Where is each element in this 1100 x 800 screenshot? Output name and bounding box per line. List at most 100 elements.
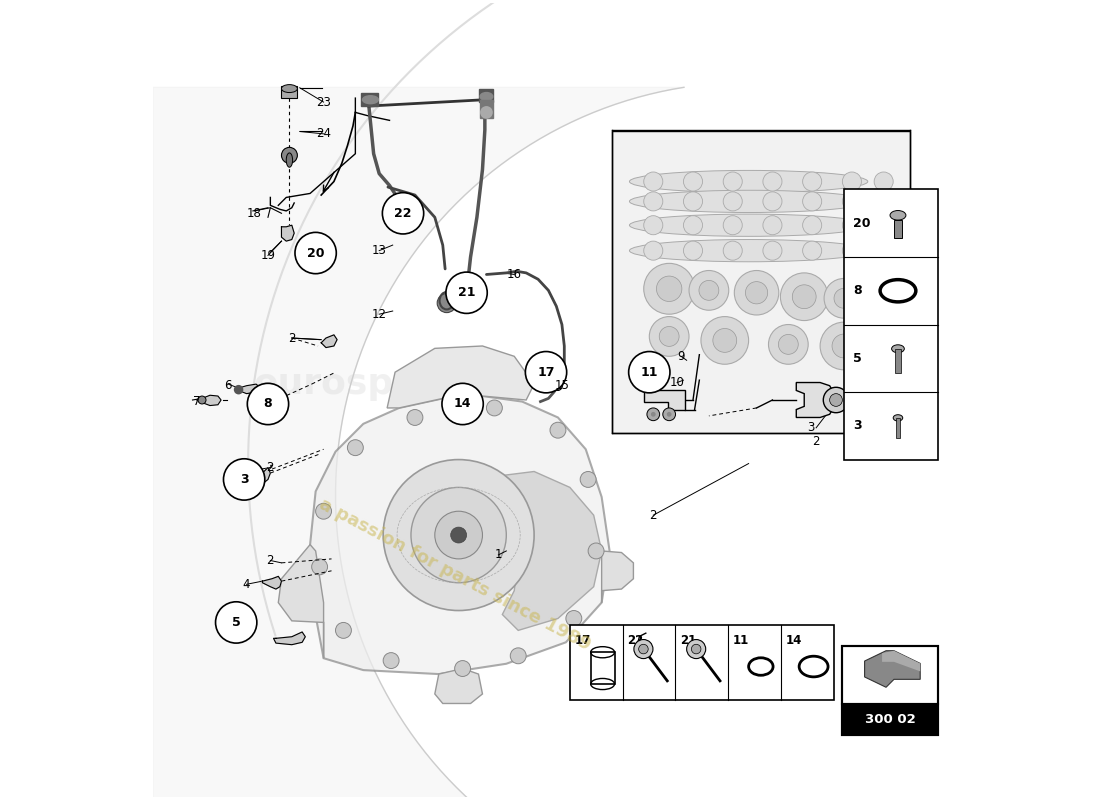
Circle shape: [437, 294, 456, 313]
Ellipse shape: [893, 414, 903, 421]
Text: 1: 1: [495, 549, 502, 562]
Circle shape: [336, 622, 351, 638]
Polygon shape: [310, 396, 609, 674]
Circle shape: [451, 527, 466, 543]
Circle shape: [874, 241, 893, 260]
Bar: [894, 220, 902, 238]
Circle shape: [407, 410, 422, 426]
Text: 300 02: 300 02: [865, 713, 915, 726]
Circle shape: [843, 241, 861, 260]
Bar: [843, 646, 937, 735]
Circle shape: [874, 192, 893, 211]
Circle shape: [692, 644, 701, 654]
Circle shape: [683, 216, 703, 234]
Circle shape: [780, 273, 828, 321]
Ellipse shape: [629, 214, 868, 236]
Ellipse shape: [198, 396, 206, 404]
Circle shape: [763, 216, 782, 234]
Circle shape: [890, 334, 910, 354]
Text: 8: 8: [854, 284, 862, 298]
Text: 3: 3: [807, 422, 814, 434]
Text: 2: 2: [813, 435, 820, 448]
Ellipse shape: [553, 378, 563, 390]
Ellipse shape: [629, 190, 868, 213]
Circle shape: [248, 383, 288, 425]
Circle shape: [383, 193, 424, 234]
Circle shape: [647, 408, 660, 421]
Circle shape: [723, 241, 743, 260]
Text: 19: 19: [261, 249, 275, 262]
Circle shape: [434, 511, 483, 559]
Bar: [844, 190, 937, 459]
Circle shape: [803, 192, 822, 211]
Circle shape: [216, 602, 257, 643]
Circle shape: [769, 325, 808, 364]
Circle shape: [686, 639, 706, 658]
Text: 5: 5: [232, 616, 241, 629]
Polygon shape: [321, 335, 337, 347]
Text: 24: 24: [316, 127, 331, 140]
Circle shape: [223, 458, 265, 500]
Text: 14: 14: [785, 634, 802, 647]
Text: 3: 3: [240, 473, 249, 486]
Text: 22: 22: [394, 207, 411, 220]
Circle shape: [713, 329, 737, 352]
Circle shape: [588, 543, 604, 559]
Circle shape: [792, 285, 816, 309]
Circle shape: [746, 282, 768, 304]
Ellipse shape: [480, 93, 493, 101]
Circle shape: [698, 281, 718, 300]
Ellipse shape: [286, 153, 293, 167]
Text: 2: 2: [266, 461, 274, 474]
Circle shape: [723, 172, 743, 191]
Circle shape: [644, 172, 663, 191]
Text: 8: 8: [264, 398, 273, 410]
Circle shape: [689, 270, 728, 310]
Text: 2: 2: [288, 331, 296, 345]
Bar: [361, 94, 378, 106]
Bar: [843, 646, 937, 704]
Polygon shape: [254, 467, 271, 482]
Polygon shape: [478, 471, 602, 630]
Circle shape: [644, 216, 663, 234]
Polygon shape: [263, 576, 282, 589]
Text: 17: 17: [574, 634, 591, 647]
Circle shape: [832, 334, 856, 358]
Circle shape: [311, 559, 328, 574]
Text: 15: 15: [554, 379, 570, 392]
Text: 18: 18: [248, 207, 262, 220]
Text: 9: 9: [678, 350, 685, 363]
Circle shape: [834, 288, 854, 308]
Circle shape: [651, 412, 656, 417]
Circle shape: [824, 278, 864, 318]
Circle shape: [316, 503, 331, 519]
Ellipse shape: [804, 660, 823, 673]
Bar: [895, 418, 900, 438]
Polygon shape: [644, 390, 685, 410]
Circle shape: [823, 387, 849, 413]
Text: 20: 20: [307, 246, 324, 259]
Circle shape: [580, 471, 596, 487]
Circle shape: [874, 172, 893, 191]
Circle shape: [843, 172, 861, 191]
Circle shape: [861, 274, 906, 319]
Polygon shape: [796, 382, 835, 418]
Circle shape: [843, 192, 861, 211]
Text: 6: 6: [224, 379, 232, 392]
Text: 21: 21: [458, 286, 475, 299]
Circle shape: [383, 459, 535, 610]
Bar: [591, 652, 615, 684]
Circle shape: [446, 272, 487, 314]
Circle shape: [723, 216, 743, 234]
Circle shape: [763, 192, 782, 211]
Text: eurospares: eurospares: [253, 367, 482, 401]
Circle shape: [550, 422, 565, 438]
Circle shape: [565, 610, 582, 626]
Circle shape: [874, 216, 893, 234]
Polygon shape: [274, 632, 306, 645]
Circle shape: [411, 487, 506, 582]
Bar: [480, 101, 493, 118]
Circle shape: [683, 192, 703, 211]
Polygon shape: [278, 545, 323, 658]
Circle shape: [821, 322, 868, 370]
